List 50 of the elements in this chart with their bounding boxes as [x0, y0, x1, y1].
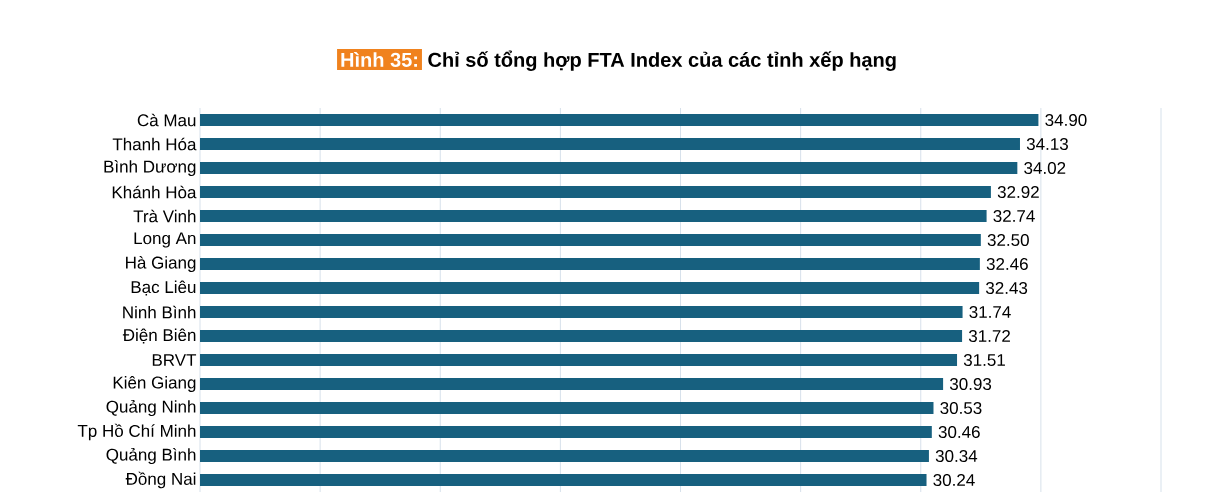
data-label: 34.13 [1026, 137, 1068, 151]
bar [200, 354, 958, 366]
data-label: 32.92 [997, 185, 1039, 199]
bar [200, 474, 927, 487]
bar [200, 234, 981, 246]
bar [200, 402, 934, 414]
bar [200, 426, 932, 438]
text: Hình 35: [341, 52, 418, 67]
data-label: 34.02 [1024, 161, 1066, 175]
y-tick-label: Bạc Liêu [131, 280, 196, 296]
y-tick-label: Hà Giang [126, 255, 196, 273]
data-label: 32.50 [987, 233, 1029, 247]
bar [200, 258, 980, 270]
bar [200, 306, 963, 318]
data-label: 31.72 [968, 329, 1010, 343]
data-label: 32.74 [993, 209, 1035, 223]
y-tick-label: Long An [134, 232, 196, 248]
bar [200, 162, 1018, 174]
bar [200, 138, 1020, 150]
data-label: 30.53 [940, 401, 982, 415]
y-tick-label: Khánh Hòa [112, 185, 197, 199]
data-label: 30.34 [935, 449, 978, 463]
bar [200, 378, 944, 390]
y-tick-label: Điện Biên [122, 328, 196, 344]
bar [200, 282, 980, 294]
bar [200, 186, 991, 198]
y-tick-label: Bình Dương [104, 159, 196, 177]
y-tick-label: Quảng Bình [106, 447, 196, 465]
y-tick-label: Trà Vinh [133, 209, 196, 223]
y-tick-label: Cà Mau [137, 113, 196, 127]
data-label: 30.24 [933, 473, 975, 487]
bar [200, 450, 929, 462]
data-label: 32.46 [986, 257, 1028, 271]
y-tick-label: Quảng Ninh [106, 399, 196, 417]
y-tick-label: Tp Hồ Chí Minh [77, 423, 196, 441]
y-tick-label: Ninh Bình [123, 305, 196, 319]
data-label: 31.51 [963, 353, 1005, 367]
bar [200, 114, 1039, 126]
data-label: 32.43 [985, 281, 1028, 295]
y-tick-label: Thanh Hóa [112, 137, 197, 151]
bar [200, 210, 987, 222]
chart-title: Chỉ số tổng hợp FTA Index của các tỉnh xếp hạng [428, 50, 896, 71]
data-label: 34.90 [1045, 113, 1087, 127]
data-label: 30.46 [938, 425, 980, 439]
data-label: 30.93 [949, 377, 992, 391]
data-label: 31.74 [969, 305, 1011, 319]
bar [200, 330, 963, 342]
y-tick-label: Đồng Nai [125, 471, 196, 489]
y-tick-label: BRVT [152, 354, 197, 366]
y-tick-label: Kiên Giang [113, 376, 196, 392]
